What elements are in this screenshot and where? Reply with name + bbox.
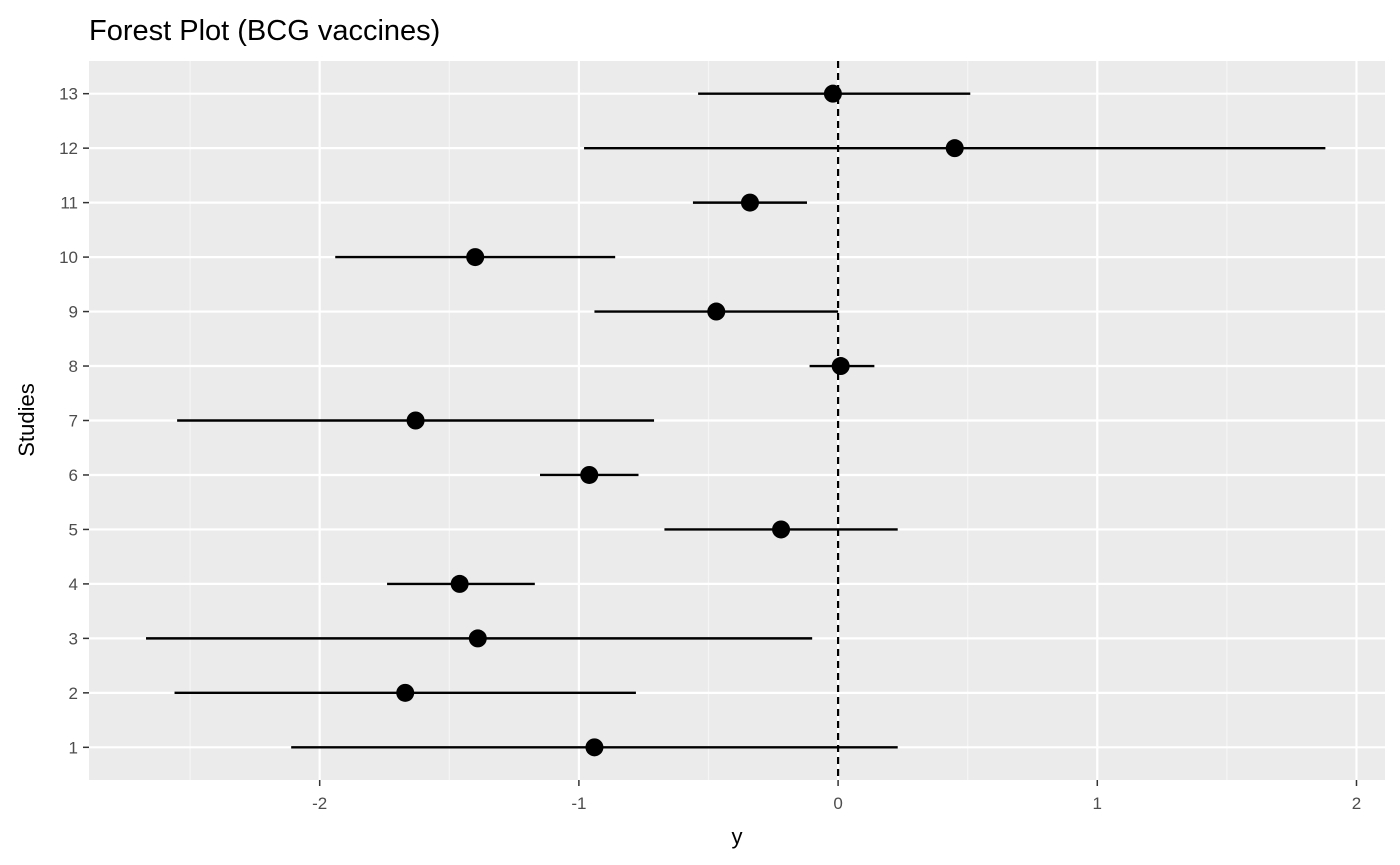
- y-tick-label: 10: [59, 248, 78, 267]
- y-tick-label: 3: [69, 629, 78, 648]
- y-tick-label: 9: [69, 303, 78, 322]
- point-estimate-study-1: [585, 738, 604, 757]
- y-tick-label: 2: [69, 684, 78, 703]
- y-tick-label: 8: [69, 357, 78, 376]
- point-estimate-study-6: [580, 465, 599, 484]
- x-tick-label: -2: [312, 794, 327, 813]
- x-tick-label: 2: [1352, 794, 1361, 813]
- point-estimate-study-8: [831, 357, 850, 376]
- point-estimate-study-5: [772, 520, 791, 539]
- point-estimate-study-3: [468, 629, 487, 648]
- x-axis-title: y: [732, 824, 743, 849]
- y-tick-label: 12: [59, 139, 78, 158]
- y-axis-title: Studies: [14, 383, 39, 456]
- point-estimate-study-4: [450, 574, 469, 593]
- y-tick-label: 5: [69, 520, 78, 539]
- y-tick-label: 1: [69, 738, 78, 757]
- x-axis: -2 -1 0 1 2: [312, 780, 1361, 813]
- x-tick-label: 1: [1093, 794, 1102, 813]
- x-tick-label: -1: [571, 794, 586, 813]
- y-tick-label: 11: [60, 194, 78, 213]
- y-tick-label: 13: [59, 85, 78, 104]
- point-estimate-study-11: [740, 193, 759, 212]
- y-tick-label: 6: [69, 466, 78, 485]
- point-estimate-study-12: [945, 139, 964, 158]
- x-tick-label: 0: [833, 794, 842, 813]
- point-estimate-study-7: [406, 411, 425, 430]
- chart-title: Forest Plot (BCG vaccines): [89, 15, 440, 47]
- y-tick-label: 7: [69, 412, 78, 431]
- point-estimate-study-9: [707, 302, 726, 321]
- point-estimate-study-10: [466, 248, 485, 267]
- study-marks: [146, 84, 1326, 757]
- point-estimate-study-13: [823, 84, 842, 103]
- y-tick-label: 4: [69, 575, 78, 594]
- point-estimate-study-2: [396, 683, 415, 702]
